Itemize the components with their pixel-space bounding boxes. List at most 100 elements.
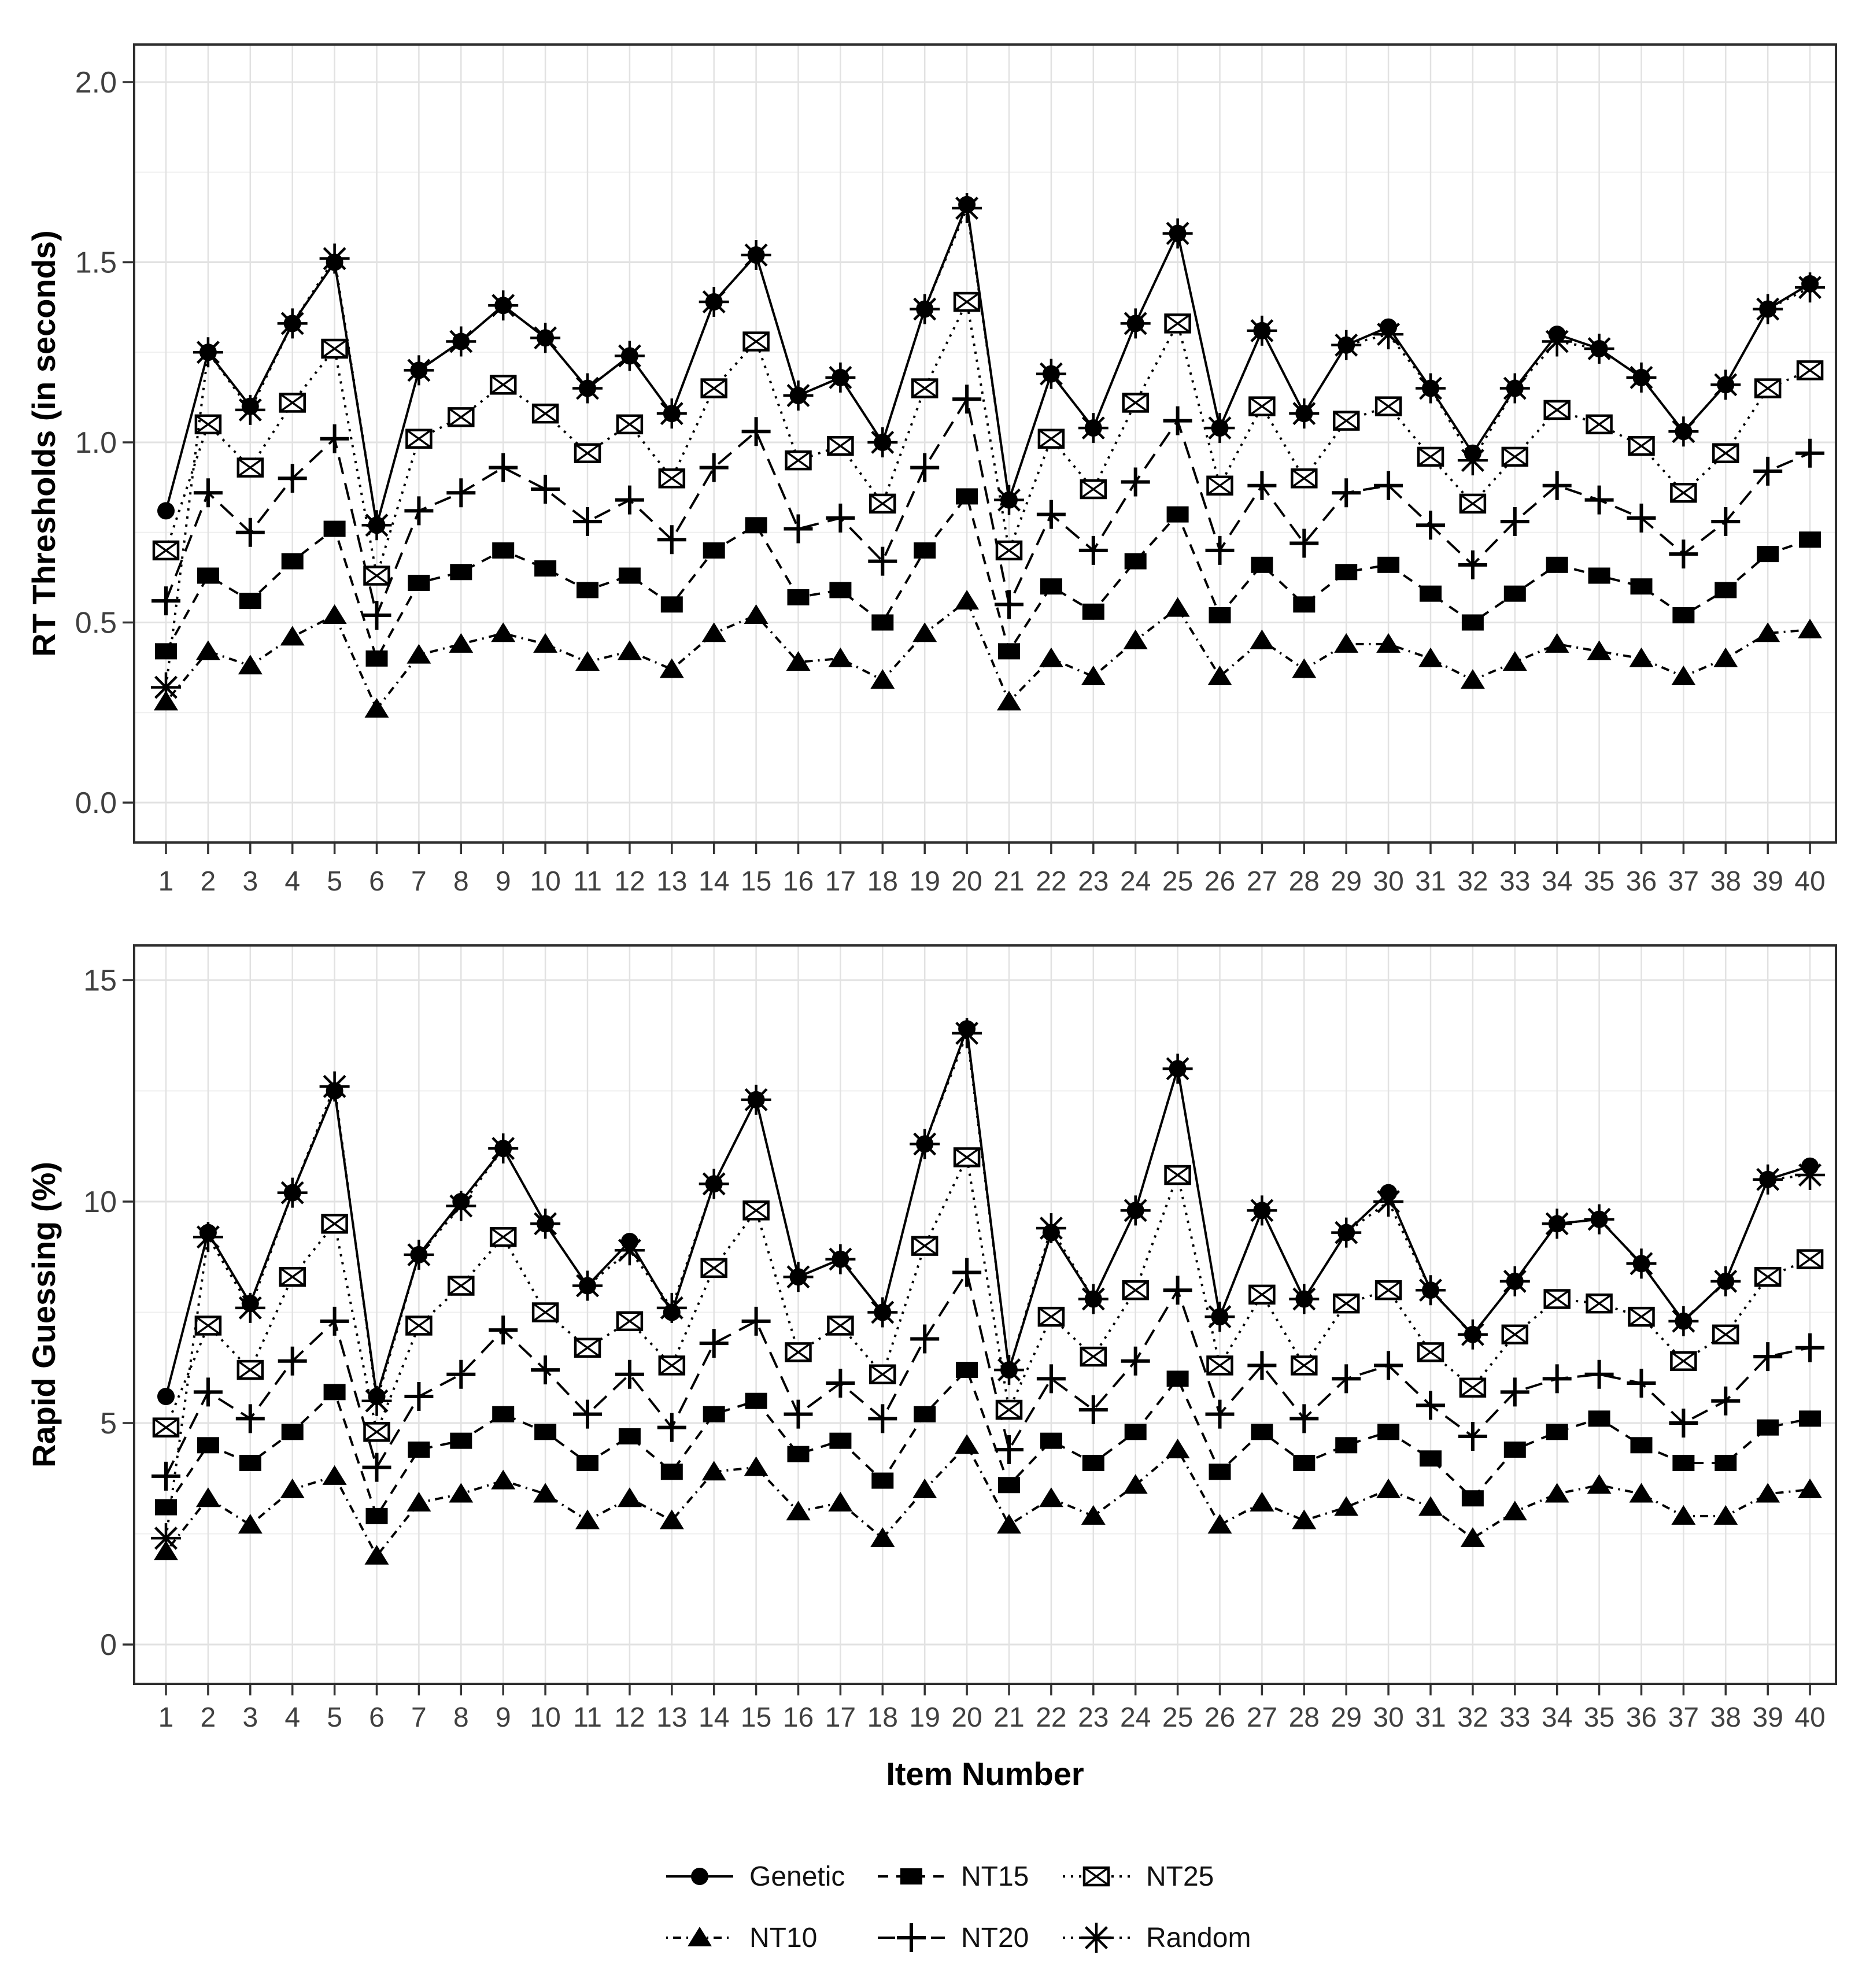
- x-tick-label: 24: [1120, 866, 1151, 897]
- x-tick-label: 7: [411, 866, 427, 897]
- x-tick-label: 21: [993, 866, 1024, 897]
- x-tick-label: 36: [1626, 866, 1657, 897]
- legend-row: NT10 NT20 Random: [665, 1907, 1287, 1968]
- x-tick-label: 9: [496, 1702, 511, 1733]
- x-tick-label: 26: [1204, 866, 1235, 897]
- x-tick-label: 2: [201, 1702, 216, 1733]
- x-tick-label: 40: [1794, 866, 1825, 897]
- legend-key-square-filled: [878, 1868, 945, 1884]
- legend-label: Random: [1146, 1922, 1251, 1953]
- legend: Genetic NT15 NT25 NT10 NT20 Random: [665, 1846, 1287, 1968]
- x-tick-label: 3: [242, 866, 258, 897]
- series-nt25: [152, 1147, 1824, 1442]
- legend-entry-random: Random: [1062, 1919, 1287, 1956]
- y-tick-label: 5: [100, 1407, 117, 1440]
- x-tick-label: 39: [1753, 866, 1783, 897]
- x-tick-label: 33: [1499, 866, 1530, 897]
- x-tick-label: 6: [369, 1702, 385, 1733]
- legend-label: Genetic: [749, 1861, 845, 1892]
- x-tick-label: 38: [1710, 866, 1741, 897]
- x-tick-label: 9: [496, 866, 511, 897]
- legend-label: NT25: [1146, 1861, 1214, 1892]
- x-tick-label: 11: [573, 1702, 602, 1733]
- x-tick-label: 36: [1626, 1702, 1657, 1733]
- x-tick-label: 19: [910, 1702, 940, 1733]
- series-nt15: [155, 488, 1821, 667]
- x-tick-label: 33: [1499, 1702, 1530, 1733]
- legend-row: Genetic NT15 NT25: [665, 1846, 1287, 1907]
- legend-label: NT10: [749, 1922, 818, 1953]
- x-tick-label: 2: [201, 866, 216, 897]
- x-tick-label: 18: [867, 1702, 898, 1733]
- x-tick-label: 15: [741, 1702, 771, 1733]
- x-tick-label: 10: [530, 866, 560, 897]
- legend-entry-nt20: NT20: [877, 1919, 1062, 1956]
- x-tick-label: 37: [1668, 1702, 1699, 1733]
- y-tick-label: 2.0: [75, 66, 117, 99]
- x-tick-label: 21: [993, 1702, 1024, 1733]
- series-nt25: [152, 291, 1824, 586]
- y-axis: 0 5 10 15: [83, 964, 133, 1662]
- legend-entry-genetic: Genetic: [665, 1858, 877, 1895]
- panel-border: [133, 944, 1837, 1685]
- x-tick-label: 20: [951, 1702, 982, 1733]
- x-tick-label: 8: [453, 866, 469, 897]
- x-tick-label: 27: [1247, 1702, 1277, 1733]
- legend-entry-nt15: NT15: [877, 1858, 1062, 1895]
- x-tick-label: 3: [242, 1702, 258, 1733]
- series-nt10: [154, 1434, 1823, 1565]
- y-tick-label: 10: [83, 1185, 117, 1219]
- legend-key-circle-filled: [666, 1868, 733, 1885]
- x-tick-label: 19: [910, 866, 940, 897]
- x-tick-label: 30: [1373, 866, 1403, 897]
- x-tick-label: 13: [656, 866, 687, 897]
- x-tick-label: 26: [1204, 1702, 1235, 1733]
- series-random: [151, 193, 1826, 703]
- y-tick-label: 0.5: [75, 607, 117, 640]
- y-tick-label: 1.5: [75, 246, 117, 280]
- x-tick-label: 10: [530, 1702, 560, 1733]
- series-nt20: [152, 385, 1825, 630]
- x-tick-label: 4: [284, 866, 300, 897]
- x-tick-label: 35: [1584, 1702, 1614, 1733]
- series-random: [151, 1018, 1826, 1554]
- gridlines: [134, 45, 1836, 843]
- x-tick-label: 7: [411, 1702, 427, 1733]
- x-tick-label: 12: [614, 1702, 645, 1733]
- x-tick-label: 23: [1078, 866, 1108, 897]
- x-tick-label: 29: [1331, 866, 1362, 897]
- rt-thresholds-panel: 0.00.51.01.52.01 2 3 4 5 6 7 8 9 10 11 12 13 14 15 16 17…: [25, 43, 1837, 897]
- x-tick-label: 1: [158, 1702, 174, 1733]
- legend-key-triangle-filled: [666, 1927, 733, 1946]
- legend-key-asterisk: [1063, 1923, 1130, 1953]
- x-tick-label: 28: [1289, 866, 1320, 897]
- x-tick-label: 25: [1162, 866, 1193, 897]
- x-tick-label: 28: [1289, 1702, 1320, 1733]
- x-tick-label: 30: [1373, 1702, 1403, 1733]
- x-tick-label: 22: [1036, 866, 1066, 897]
- gridlines: [134, 945, 1836, 1684]
- x-tick-label: 39: [1753, 1702, 1783, 1733]
- x-tick-label: 38: [1710, 1702, 1741, 1733]
- x-tick-label: 18: [867, 866, 898, 897]
- y-axis-title: Rapid Guessing (%): [25, 1162, 62, 1468]
- x-tick-label: 4: [284, 1702, 300, 1733]
- x-tick-label: 25: [1162, 1702, 1193, 1733]
- x-tick-label: 24: [1120, 1702, 1151, 1733]
- panel-border: [133, 43, 1837, 844]
- x-tick-label: 5: [327, 866, 342, 897]
- series-genetic: [157, 1020, 1819, 1406]
- x-axis-title: Item Number: [886, 1756, 1084, 1792]
- x-tick-label: 17: [825, 866, 856, 897]
- legend-entry-nt25: NT25: [1062, 1858, 1287, 1895]
- x-tick-label: 1: [158, 866, 174, 897]
- x-tick-label: 32: [1457, 866, 1488, 897]
- y-tick-label: 1.0: [75, 426, 117, 460]
- y-tick-label: 0.0: [75, 786, 117, 820]
- x-tick-label: 32: [1457, 1702, 1488, 1733]
- x-tick-label: 29: [1331, 1702, 1362, 1733]
- legend-label: NT20: [961, 1922, 1029, 1953]
- x-tick-label: 34: [1542, 1702, 1572, 1733]
